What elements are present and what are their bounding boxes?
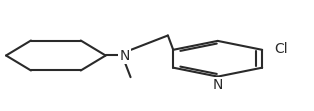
- Text: N: N: [213, 78, 223, 92]
- Text: N: N: [119, 49, 129, 62]
- Text: Cl: Cl: [275, 42, 288, 56]
